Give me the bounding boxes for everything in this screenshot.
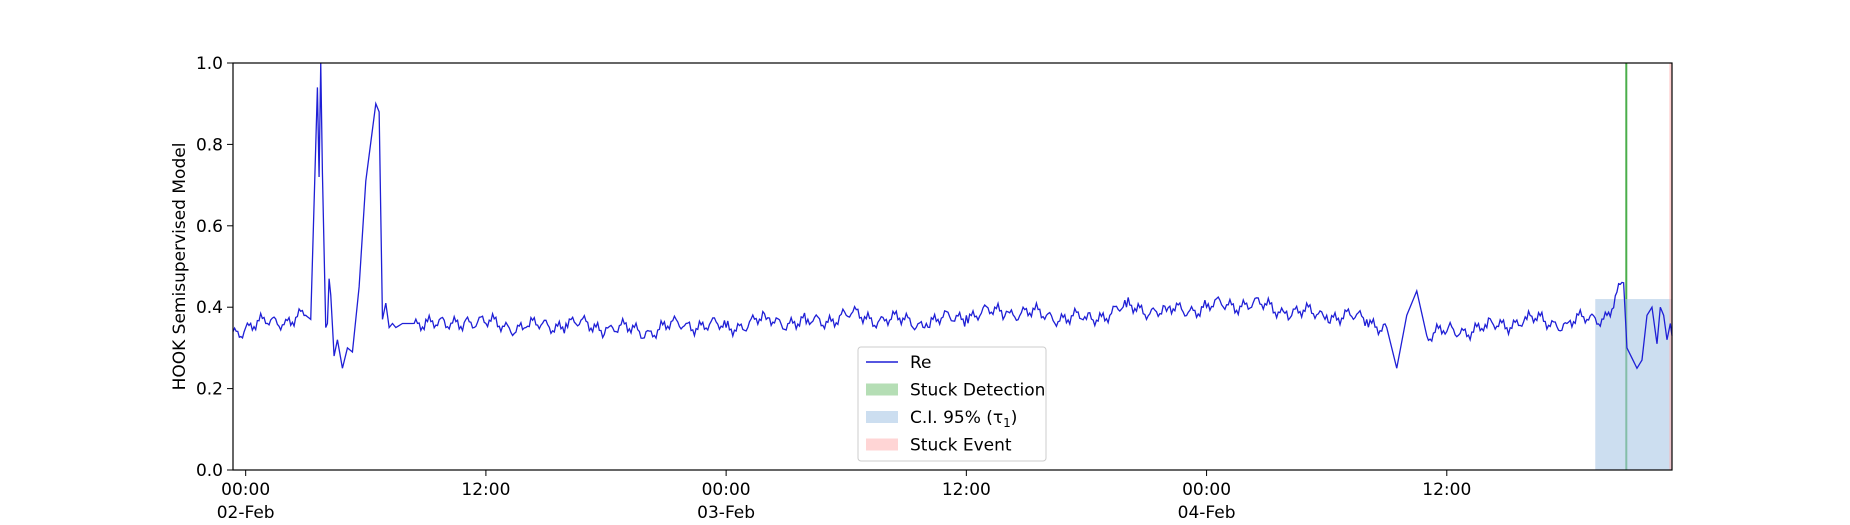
x-tick-label: 12:00 bbox=[461, 480, 510, 500]
legend-swatch-patch bbox=[866, 438, 898, 451]
y-tick-label: 0.4 bbox=[196, 298, 223, 318]
x-tick-label: 03-Feb bbox=[697, 503, 755, 523]
y-axis-label: HOOK Semisupervised Model bbox=[170, 143, 190, 391]
x-tick-label: 00:00 bbox=[221, 480, 270, 500]
y-axis: 0.0 0.2 0.4 0.6 0.8 1.0 bbox=[196, 54, 233, 481]
legend-box bbox=[857, 346, 1047, 462]
y-tick-label: 0.8 bbox=[196, 135, 223, 155]
legend-label: Stuck Event bbox=[910, 436, 1012, 456]
region-band-1 bbox=[1595, 299, 1672, 470]
legend-label: Re bbox=[910, 353, 932, 373]
x-axis: 00:0002-Feb190012:0000:0003-Feb12:0000:0… bbox=[217, 470, 1471, 523]
x-tick-label: 12:00 bbox=[1422, 480, 1471, 500]
x-tick-label: 00:00 bbox=[702, 480, 751, 500]
y-tick-label: 1.0 bbox=[196, 54, 223, 74]
plot-area-frame bbox=[232, 62, 1673, 471]
region-band-0 bbox=[1625, 63, 1628, 470]
x-tick-label: 12:00 bbox=[942, 480, 991, 500]
y-tick-label: 0.2 bbox=[196, 380, 223, 400]
legend-swatch-patch bbox=[866, 383, 898, 396]
y-tick-label: 0.6 bbox=[196, 217, 223, 237]
legend-label: C.I. 95% (τ1) bbox=[910, 408, 1017, 430]
x-tick-label: 00:00 bbox=[1182, 480, 1231, 500]
series-layer bbox=[232, 62, 1673, 370]
x-tick-label: 04-Feb bbox=[1178, 503, 1236, 523]
legend: Re Stuck Detection C.I. 95% (τ1) Stuck Even… bbox=[857, 346, 1047, 462]
series-line-re bbox=[232, 62, 1673, 370]
region-band-2 bbox=[1669, 63, 1672, 470]
y-tick-label: 0.0 bbox=[196, 461, 223, 481]
highlight-regions bbox=[1595, 63, 1672, 470]
x-tick-label: 02-Feb bbox=[217, 503, 275, 523]
legend-swatch-patch bbox=[866, 411, 898, 423]
legend-label: Stuck Detection bbox=[910, 381, 1045, 401]
